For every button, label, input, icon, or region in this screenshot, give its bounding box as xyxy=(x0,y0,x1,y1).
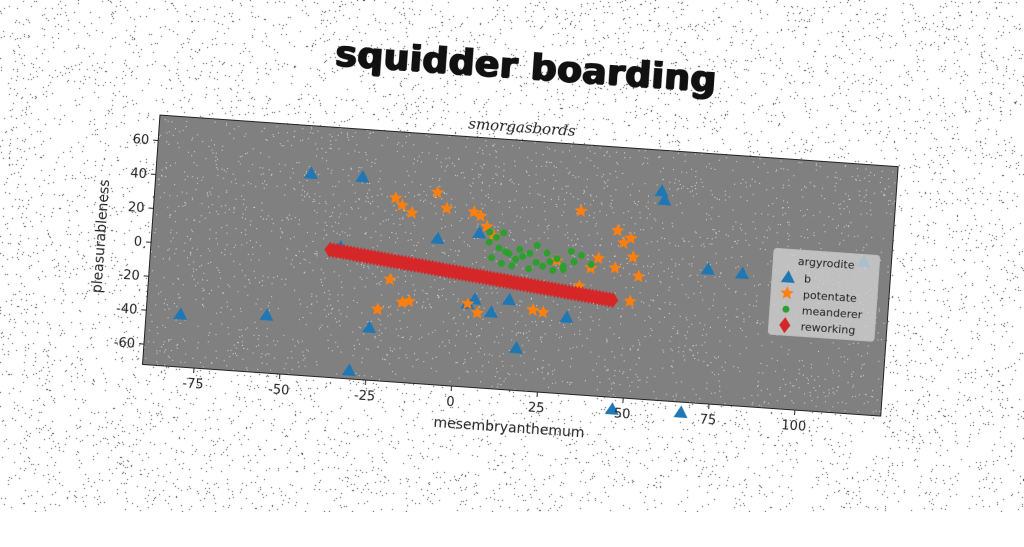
x-tick-label: -25 xyxy=(353,388,375,404)
x-tick-label: 25 xyxy=(527,400,545,416)
y-tick-label: 0 xyxy=(133,235,142,251)
y-tick-label: -60 xyxy=(113,336,135,352)
b-point xyxy=(674,405,689,418)
x-tick-label: 75 xyxy=(699,412,717,428)
y-tick-label: 20 xyxy=(127,200,145,216)
y-tick-label: -40 xyxy=(116,302,138,318)
x-tick-label: 100 xyxy=(781,418,807,435)
x-axis-label: mesembryanthemum xyxy=(433,415,585,442)
y-tick-label: 40 xyxy=(130,166,148,182)
x-tick-label: 0 xyxy=(446,395,455,411)
x-tick-label: -75 xyxy=(182,376,204,392)
y-tick-label: 60 xyxy=(132,132,150,148)
legend-entry: b xyxy=(804,272,812,285)
y-axis-label: pleasurableness xyxy=(89,179,113,294)
x-tick-label: 50 xyxy=(613,406,631,422)
y-tick-label: -20 xyxy=(118,268,140,284)
x-tick-label: -50 xyxy=(268,382,290,398)
